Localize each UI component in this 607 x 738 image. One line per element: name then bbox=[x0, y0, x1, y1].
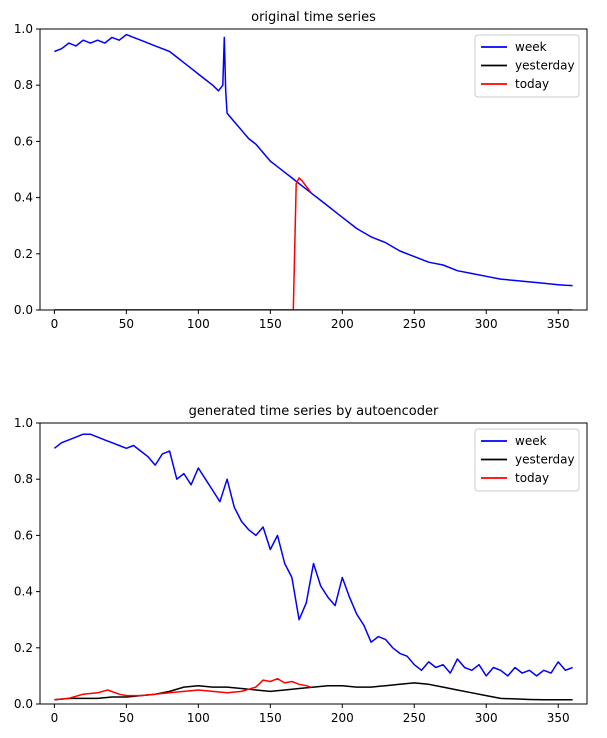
legend-label-yesterday: yesterday bbox=[515, 453, 575, 467]
y-tick-label: 0.8 bbox=[14, 472, 33, 486]
y-tick-label: 0.4 bbox=[14, 191, 33, 205]
legend: week yesterday today bbox=[474, 428, 580, 492]
x-tick-label: 50 bbox=[119, 317, 134, 331]
y-tick-label: 0.2 bbox=[14, 247, 33, 261]
x-tick-label: 0 bbox=[51, 317, 59, 331]
x-tick-label: 100 bbox=[187, 711, 210, 725]
y-tick-label: 0.0 bbox=[14, 697, 33, 711]
y-tick-label: 1.0 bbox=[14, 416, 33, 430]
axes-frame bbox=[39, 422, 588, 705]
x-tick-label: 350 bbox=[547, 317, 570, 331]
chart-panel-1: original time series 0 50 100 150 200 250 300 35… bbox=[14, 10, 588, 331]
x-tick-label: 300 bbox=[475, 317, 498, 331]
x-tick-label: 250 bbox=[403, 317, 426, 331]
legend: week yesterday today bbox=[474, 34, 580, 98]
y-tick-label: 0.8 bbox=[14, 78, 33, 92]
x-tick-label: 300 bbox=[475, 711, 498, 725]
legend-box bbox=[474, 34, 580, 98]
x-tick-label: 200 bbox=[331, 317, 354, 331]
legend-label-week: week bbox=[515, 40, 547, 54]
legend-box bbox=[474, 428, 580, 492]
legend-label-today: today bbox=[515, 77, 549, 91]
chart-title: original time series bbox=[251, 10, 376, 25]
x-tick-label: 50 bbox=[119, 711, 134, 725]
series-line-week bbox=[53, 433, 573, 677]
y-tick-label: 0.0 bbox=[14, 303, 33, 317]
series-line-today bbox=[54, 177, 312, 310]
legend-label-week: week bbox=[515, 434, 547, 448]
axes-frame bbox=[39, 28, 588, 311]
legend-label-yesterday: yesterday bbox=[515, 59, 575, 73]
y-tick-label: 0.4 bbox=[14, 585, 33, 599]
x-tick-label: 250 bbox=[403, 711, 426, 725]
x-tick-label: 100 bbox=[187, 317, 210, 331]
chart-title: generated time series by autoencoder bbox=[189, 404, 439, 419]
y-tick-label: 0.6 bbox=[14, 134, 33, 148]
series-line-yesterday bbox=[54, 682, 573, 701]
x-tick-label: 350 bbox=[547, 711, 570, 725]
y-tick-label: 0.2 bbox=[14, 641, 33, 655]
y-tick-label: 1.0 bbox=[14, 22, 33, 36]
x-tick-label: 150 bbox=[259, 317, 282, 331]
x-tick-label: 0 bbox=[51, 711, 59, 725]
legend-label-today: today bbox=[515, 471, 549, 485]
series-line-week bbox=[54, 33, 573, 287]
y-tick-label: 0.6 bbox=[14, 528, 33, 542]
x-tick-label: 200 bbox=[331, 711, 354, 725]
x-tick-label: 150 bbox=[259, 711, 282, 725]
chart-panel-2: generated time series by autoencoder 0 50 1… bbox=[14, 404, 588, 725]
series-line-today bbox=[54, 677, 311, 701]
